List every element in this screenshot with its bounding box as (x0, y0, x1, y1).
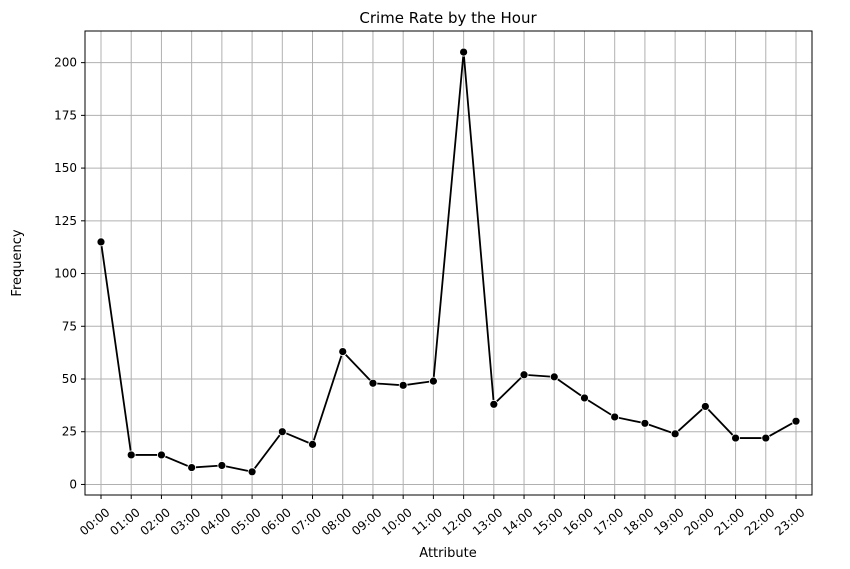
data-point (338, 347, 348, 356)
y-tick-label: 200 (54, 56, 77, 70)
series-line (100, 52, 797, 473)
data-point (670, 429, 680, 439)
x-tick-label: 13:00 (470, 505, 505, 538)
data-point (549, 372, 559, 382)
x-tick-label: 19:00 (651, 505, 686, 538)
y-tick-label: 75 (62, 319, 77, 333)
chart-title: Crime Rate by the Hour (359, 9, 537, 27)
x-axis-title: Attribute (419, 546, 476, 561)
x-tick-label: 10:00 (379, 505, 414, 538)
y-tick-label: 25 (62, 425, 77, 439)
data-point (610, 412, 620, 422)
data-point (640, 418, 650, 428)
grid-lines (85, 31, 812, 495)
axis-ticks: 00:0001:0002:0003:0004:0005:0006:0007:00… (54, 56, 807, 539)
data-point (700, 402, 710, 411)
data-point (96, 237, 106, 247)
x-tick-label: 06:00 (258, 505, 293, 538)
x-tick-label: 09:00 (349, 505, 384, 538)
y-tick-label: 150 (54, 161, 77, 175)
data-point (187, 463, 197, 472)
data-point (519, 370, 529, 380)
x-tick-label: 16:00 (561, 505, 596, 538)
data-point (428, 376, 438, 386)
x-tick-label: 18:00 (621, 505, 656, 538)
data-point (277, 427, 287, 437)
data-point (489, 399, 499, 409)
data-point (157, 450, 166, 460)
x-tick-label: 23:00 (772, 505, 807, 538)
data-point (368, 378, 378, 388)
x-tick-label: 05:00 (228, 505, 263, 538)
data-point (580, 393, 589, 403)
data-point (459, 47, 469, 57)
y-tick-label: 175 (54, 108, 77, 122)
x-tick-label: 03:00 (168, 505, 203, 538)
x-tick-label: 11:00 (409, 505, 444, 538)
x-tick-label: 08:00 (319, 505, 354, 538)
x-tick-label: 12:00 (440, 505, 475, 538)
x-tick-label: 21:00 (712, 505, 747, 538)
data-point (761, 433, 771, 443)
x-tick-label: 17:00 (591, 505, 626, 538)
x-tick-label: 01:00 (107, 505, 142, 538)
x-tick-label: 15:00 (530, 505, 565, 538)
plot-frame (84, 30, 813, 496)
data-point (731, 433, 740, 443)
data-point (791, 416, 801, 426)
x-tick-label: 07:00 (289, 505, 324, 538)
data-point (398, 380, 408, 390)
y-tick-label: 50 (62, 372, 77, 386)
y-tick-label: 100 (54, 267, 77, 281)
x-tick-label: 02:00 (138, 505, 173, 538)
y-axis-title: Frequency (10, 229, 25, 296)
data-point (247, 467, 257, 477)
x-tick-label: 04:00 (198, 505, 233, 538)
x-tick-label: 20:00 (681, 505, 716, 538)
x-tick-label: 14:00 (500, 505, 535, 538)
series-0 (96, 47, 801, 477)
data-point (308, 439, 317, 449)
y-tick-label: 125 (54, 214, 77, 228)
data-point (126, 450, 136, 460)
y-tick-label: 0 (69, 477, 77, 491)
data-point (217, 461, 227, 470)
x-tick-label: 00:00 (77, 505, 112, 538)
x-tick-label: 22:00 (742, 505, 777, 538)
